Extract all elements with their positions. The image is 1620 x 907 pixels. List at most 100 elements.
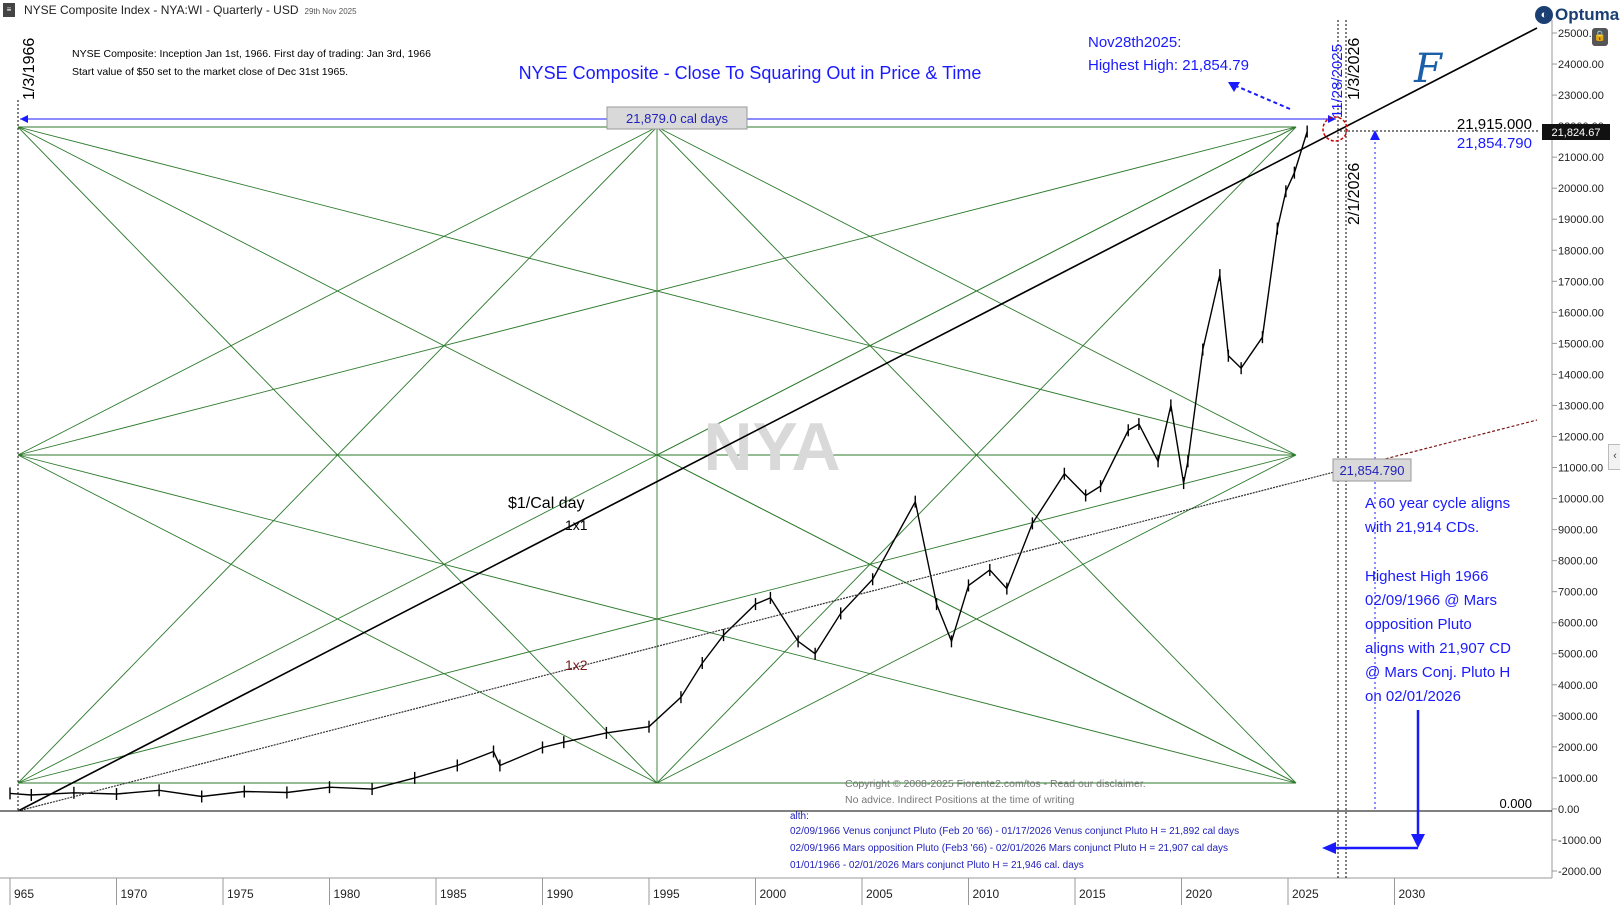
y-tick-label: 23000.00 bbox=[1558, 90, 1604, 102]
hh-text-1: Highest High 1966 bbox=[1365, 568, 1488, 585]
optuma-logo-mark: ◐ bbox=[1535, 6, 1553, 24]
y-tick-label: 9000.00 bbox=[1558, 525, 1598, 537]
gann-line-16 bbox=[17, 126, 1297, 456]
blue-down-arrowhead bbox=[1411, 834, 1425, 848]
y-tick-label: 16000.00 bbox=[1558, 307, 1604, 319]
x-tick-label: 2015 bbox=[1079, 887, 1106, 901]
y-tick-label: 3000.00 bbox=[1558, 711, 1598, 723]
chevron-left-icon[interactable]: ‹ bbox=[1608, 444, 1620, 470]
x-tick-label: 2030 bbox=[1399, 887, 1426, 901]
x-axis-ticks: 965 1970 1975 1980 1985 1990 1995 2000 2005 2010 2… bbox=[9, 878, 1426, 905]
chart-header-date: 29th Nov 2025 bbox=[304, 7, 357, 16]
gann-line-9 bbox=[656, 126, 1297, 784]
zero-value-label: 0.000 bbox=[1499, 796, 1532, 811]
high-marker-circle bbox=[1322, 116, 1348, 142]
y-tick-label: 14000.00 bbox=[1558, 369, 1604, 381]
gann-line-8 bbox=[17, 126, 658, 784]
info-line-1: NYSE Composite: Inception Jan 1st, 1966.… bbox=[72, 48, 431, 60]
cal-days-arrow-right bbox=[1328, 115, 1336, 123]
chart-header: NYSE Composite Index - NYA:WI - Quarterl… bbox=[24, 3, 357, 17]
high-pointer-arrow bbox=[1235, 85, 1291, 110]
gann-line-12 bbox=[17, 454, 658, 784]
alt-heading: alth: bbox=[790, 811, 809, 822]
brand-monogram: F bbox=[1413, 46, 1443, 92]
alt-line-2: 02/09/1966 Mars opposition Pluto (Feb3 '… bbox=[790, 843, 1228, 854]
nov-label-1: Nov28th2025: bbox=[1088, 34, 1181, 51]
one-by-one-line bbox=[17, 27, 1538, 812]
y-tick-label: 13000.00 bbox=[1558, 400, 1604, 412]
optuma-logo: ◐ Optuma bbox=[1535, 4, 1619, 26]
alt-line-1: 02/09/1966 Venus conjunct Pluto (Feb 20 … bbox=[790, 826, 1239, 837]
high-pointer-arrowhead bbox=[1228, 82, 1240, 92]
hh-text-6: on 02/01/2026 bbox=[1365, 688, 1461, 705]
last-price-label: 21,824.67 bbox=[1552, 127, 1601, 139]
mid-price-box bbox=[1332, 458, 1412, 482]
optuma-logo-text: Optuma bbox=[1555, 5, 1620, 24]
x-tick-label: 2000 bbox=[760, 887, 787, 901]
mid-price-label: 21,854.790 bbox=[1339, 463, 1404, 478]
dollar-per-day-label: $1/Cal day bbox=[508, 495, 585, 512]
y-tick-label: 5000.00 bbox=[1558, 649, 1598, 661]
one-by-one-label: 1x1 bbox=[565, 517, 588, 533]
menu-icon[interactable]: ≡ bbox=[3, 3, 15, 17]
gann-line-17 bbox=[17, 454, 1297, 784]
y-tick-label: -1000.00 bbox=[1558, 835, 1601, 847]
hh-text-4: aligns with 21,907 CD bbox=[1365, 640, 1511, 657]
y-tick-label: 6000.00 bbox=[1558, 618, 1598, 630]
x-tick-label: 1980 bbox=[334, 887, 361, 901]
y-tick-label: 18000.00 bbox=[1558, 245, 1604, 257]
price-line bbox=[9, 131, 1308, 798]
price-21854: 21,854.790 bbox=[1457, 135, 1532, 152]
price-21915: 21,915.000 bbox=[1457, 116, 1532, 133]
cal-days-label: 21,879.0 cal days bbox=[626, 111, 728, 126]
x-tick-label: 2005 bbox=[866, 887, 893, 901]
vertical-date-2026b: 2/1/2026 bbox=[1346, 163, 1363, 225]
hh-text-5: @ Mars Conj. Pluto H bbox=[1365, 664, 1510, 681]
up-arrowhead bbox=[1370, 130, 1380, 140]
cal-days-box bbox=[606, 106, 748, 130]
blue-left-arrowhead bbox=[1322, 842, 1336, 854]
one-by-two-label: 1x2 bbox=[565, 657, 588, 673]
vertical-date-1966: 1/3/1966 bbox=[21, 38, 38, 100]
cal-days-arrow-left bbox=[20, 115, 28, 123]
last-price-box bbox=[1542, 124, 1610, 140]
y-tick-label: 24000.00 bbox=[1558, 59, 1604, 71]
gann-line-18 bbox=[656, 126, 1297, 456]
chart-title: NYSE Composite - Close To Squaring Out i… bbox=[519, 63, 982, 83]
y-tick-label: 20000.00 bbox=[1558, 183, 1604, 195]
x-tick-label: 2020 bbox=[1186, 887, 1213, 901]
x-tick-label: 965 bbox=[14, 887, 34, 901]
x-tick-label: 1975 bbox=[227, 887, 254, 901]
one-by-two-extension bbox=[1341, 419, 1538, 471]
x-tick-label: 2010 bbox=[973, 887, 1000, 901]
info-line-2: Start value of $50 set to the market clo… bbox=[72, 66, 348, 78]
y-tick-label: -2000.00 bbox=[1558, 866, 1601, 878]
y-tick-label: 11000.00 bbox=[1558, 463, 1603, 475]
cycle-text-2: with 21,914 CDs. bbox=[1364, 519, 1479, 536]
y-tick-label: 1000.00 bbox=[1558, 773, 1598, 785]
x-tick-label: 1970 bbox=[121, 887, 148, 901]
copyright-line-1: Copyright © 2008-2025 Fiorente2.com/tos … bbox=[845, 778, 1146, 790]
price-series bbox=[9, 125, 1308, 803]
y-tick-label: 2000.00 bbox=[1558, 742, 1598, 754]
x-tick-label: 1985 bbox=[440, 887, 467, 901]
x-tick-label: 1995 bbox=[653, 887, 680, 901]
hh-text-3: opposition Pluto bbox=[1365, 616, 1472, 633]
cycle-text-1: A 60 year cycle aligns bbox=[1365, 495, 1510, 512]
y-tick-label: 21000.00 bbox=[1558, 152, 1604, 164]
y-tick-label: 15000.00 bbox=[1558, 338, 1604, 350]
lock-icon[interactable]: 🔒 bbox=[1592, 28, 1608, 46]
alt-line-3: 01/01/1966 - 02/01/2026 Mars conjunct Pl… bbox=[790, 860, 1084, 871]
y-tick-label: 10000.00 bbox=[1558, 494, 1604, 506]
gann-line-19 bbox=[656, 454, 1297, 784]
y-tick-label: 4000.00 bbox=[1558, 680, 1598, 692]
y-tick-label: 8000.00 bbox=[1558, 556, 1598, 568]
chart-header-title: NYSE Composite Index - NYA:WI - Quarterl… bbox=[24, 3, 299, 17]
y-tick-label: 19000.00 bbox=[1558, 214, 1604, 226]
nov-label-2: Highest High: 21,854.79 bbox=[1088, 57, 1249, 74]
y-tick-label: 0.00 bbox=[1558, 804, 1579, 816]
y-tick-label: 12000.00 bbox=[1558, 431, 1604, 443]
gann-line-10 bbox=[17, 126, 658, 456]
vertical-date-2025: 11/28/2025 bbox=[1329, 44, 1346, 118]
